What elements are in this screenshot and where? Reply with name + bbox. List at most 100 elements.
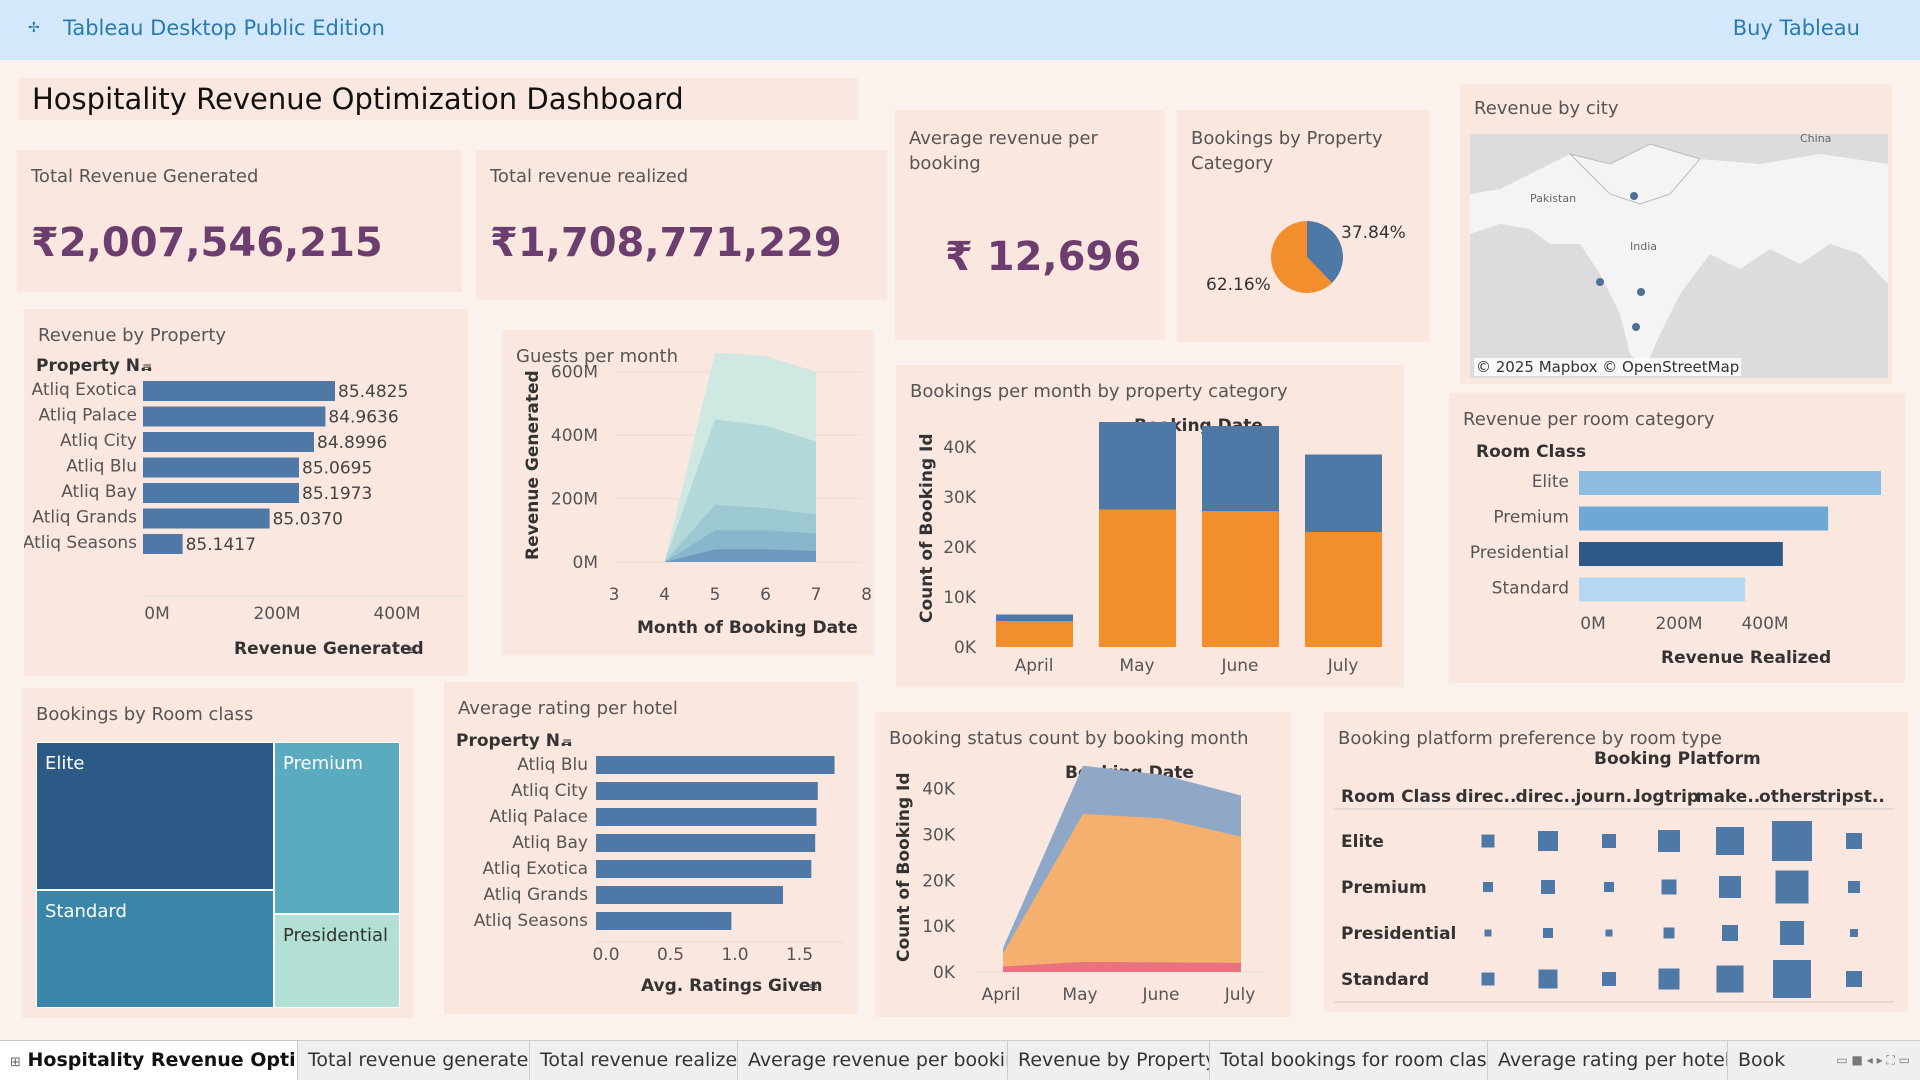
sort-icon[interactable]: ≡	[562, 735, 572, 749]
tab-total-bookings-room-class[interactable]: Total bookings for room class	[1210, 1041, 1488, 1080]
panel-revenue-by-city[interactable]: Revenue by city Pakistan India China © 2…	[1460, 84, 1892, 384]
matrix-square[interactable]	[1658, 830, 1680, 852]
tab-total-revenue-generated[interactable]: Total revenue generated	[298, 1041, 530, 1080]
treemap-cell-presidential[interactable]: Presidential	[274, 914, 400, 1008]
bar[interactable]	[1579, 506, 1829, 531]
bar[interactable]	[596, 756, 835, 774]
panel-booking-platform-preference[interactable]: Booking platform preference by room type…	[1324, 712, 1908, 1012]
bar-segment[interactable]	[1099, 509, 1176, 648]
bar-segment[interactable]	[996, 621, 1073, 647]
matrix-square[interactable]	[1846, 833, 1862, 849]
tab-average-rating-per-hotel[interactable]: Average rating per hotel	[1488, 1041, 1728, 1080]
panel-bookings-per-month-category[interactable]: Bookings per month by property category …	[896, 365, 1404, 687]
matrix-square[interactable]	[1850, 929, 1858, 937]
matrix-square[interactable]	[1602, 834, 1616, 848]
panel-revenue-per-room-category[interactable]: Revenue per room category Room Class Rev…	[1449, 393, 1905, 683]
bar-segment[interactable]	[1099, 422, 1176, 510]
bar[interactable]	[596, 808, 817, 826]
matrix-square[interactable]	[1481, 972, 1495, 986]
fullscreen-icon[interactable]: ⛶	[1886, 1053, 1895, 1067]
matrix-square[interactable]	[1543, 928, 1553, 938]
matrix-square[interactable]	[1846, 971, 1862, 987]
matrix-square[interactable]	[1602, 972, 1616, 986]
bar[interactable]	[596, 782, 818, 800]
area-series[interactable]	[1003, 961, 1241, 972]
panel-revenue-by-property[interactable]: Revenue by Property Property N.. ≡ Reven…	[24, 309, 468, 676]
matrix-square[interactable]	[1481, 834, 1495, 848]
next-tab-icon[interactable]: ▸	[1876, 1053, 1883, 1067]
panel-bookings-by-property-category[interactable]: Bookings by Property Category 37.84% 62.…	[1177, 110, 1430, 342]
bar-segment[interactable]	[1305, 532, 1382, 647]
matrix-square[interactable]	[1663, 927, 1675, 939]
treemap-cell-elite[interactable]: Elite	[36, 742, 274, 890]
pie-slice[interactable]	[1307, 221, 1343, 283]
bar-segment[interactable]	[996, 614, 1073, 622]
bar-segment[interactable]	[1305, 454, 1382, 533]
matrix-square[interactable]	[1719, 876, 1741, 898]
matrix-square[interactable]	[1722, 925, 1738, 941]
map-city-marker[interactable]	[1596, 278, 1604, 286]
treemap-cell-standard[interactable]: Standard	[36, 890, 274, 1008]
bar[interactable]	[596, 912, 732, 930]
bar[interactable]	[1579, 542, 1783, 566]
bar[interactable]	[143, 534, 183, 554]
bar-segment[interactable]	[1202, 511, 1279, 647]
tab-nav-controls[interactable]: ▭ ■ ◂ ▸ ⛶ ▭	[1836, 1053, 1910, 1068]
treemap-cell-premium[interactable]: Premium	[274, 742, 400, 914]
first-tab-icon[interactable]: ◂	[1866, 1053, 1873, 1067]
matrix-square[interactable]	[1848, 881, 1860, 893]
matrix-square[interactable]	[1541, 880, 1555, 894]
matrix-square[interactable]	[1483, 882, 1493, 892]
area-series[interactable]	[1003, 813, 1241, 972]
matrix-square[interactable]	[1538, 831, 1558, 851]
bar[interactable]	[596, 834, 816, 852]
bar[interactable]	[143, 381, 335, 401]
map-city-marker[interactable]	[1632, 323, 1640, 331]
map-city-marker[interactable]	[1630, 192, 1638, 200]
matrix-square[interactable]	[1538, 969, 1558, 989]
matrix-square[interactable]	[1780, 921, 1804, 945]
panel-average-rating-per-hotel[interactable]: Average rating per hotel Property N.. ≡ …	[444, 682, 858, 1014]
tab-average-revenue-per-booking[interactable]: Average revenue per booking	[738, 1041, 1008, 1080]
matrix-square[interactable]	[1716, 965, 1744, 993]
buy-tableau-link[interactable]: Buy Tableau	[1732, 16, 1860, 40]
matrix-square[interactable]	[1658, 968, 1680, 990]
panel-booking-status-count[interactable]: Booking status count by booking month Bo…	[875, 712, 1291, 1017]
matrix-square[interactable]	[1605, 929, 1613, 937]
matrix-square[interactable]	[1772, 821, 1812, 861]
matrix-square[interactable]	[1716, 827, 1744, 855]
tab-total-revenue-realized[interactable]: Total revenue realized	[530, 1041, 738, 1080]
sort-icon[interactable]: ≡	[808, 980, 818, 994]
matrix-square[interactable]	[1484, 929, 1492, 937]
panel-guests-per-month[interactable]: Guests per month Revenue Generated Month…	[502, 330, 874, 655]
bar[interactable]	[143, 406, 326, 427]
sort-icon[interactable]: ≡	[406, 643, 416, 657]
sort-icon[interactable]: ≡	[142, 360, 152, 374]
bar[interactable]	[143, 457, 299, 478]
kpi-avg-revenue[interactable]: Average revenue per booking ₹ 12,696	[895, 110, 1165, 340]
bar[interactable]	[1579, 471, 1881, 495]
bar-segment[interactable]	[1202, 426, 1279, 511]
present-icon[interactable]: ▭	[1898, 1053, 1910, 1067]
kpi-total-revenue[interactable]: Total Revenue Generated ₹2,007,546,215	[17, 150, 462, 292]
grid-view-icon[interactable]: ■	[1851, 1053, 1863, 1067]
bar[interactable]	[1579, 577, 1746, 602]
panel-bookings-by-room-class[interactable]: Bookings by Room class Elite Premium Sta…	[22, 688, 414, 1018]
matrix-square[interactable]	[1775, 870, 1809, 904]
bar[interactable]	[596, 886, 783, 904]
bar[interactable]	[596, 860, 812, 878]
map-city-marker[interactable]	[1637, 288, 1645, 296]
bar[interactable]	[143, 432, 314, 452]
matrix-square[interactable]	[1604, 882, 1614, 892]
city-map[interactable]: Pakistan India China © 2025 Mapbox © Ope…	[1470, 134, 1888, 378]
area-series[interactable]	[664, 549, 817, 562]
pie-slice[interactable]	[1271, 221, 1332, 293]
tab-revenue-by-property[interactable]: Revenue by Property	[1008, 1041, 1210, 1080]
tab-booking[interactable]: Booking	[1738, 1049, 1786, 1071]
matrix-square[interactable]	[1661, 879, 1677, 895]
filmstrip-icon[interactable]: ▭	[1836, 1053, 1848, 1067]
tab-dashboard[interactable]: ⊞ Hospitality Revenue Optimiz...	[0, 1041, 298, 1080]
bar[interactable]	[143, 483, 299, 503]
bar[interactable]	[143, 508, 270, 529]
kpi-revenue-realized[interactable]: Total revenue realized ₹1,708,771,229	[476, 150, 887, 300]
